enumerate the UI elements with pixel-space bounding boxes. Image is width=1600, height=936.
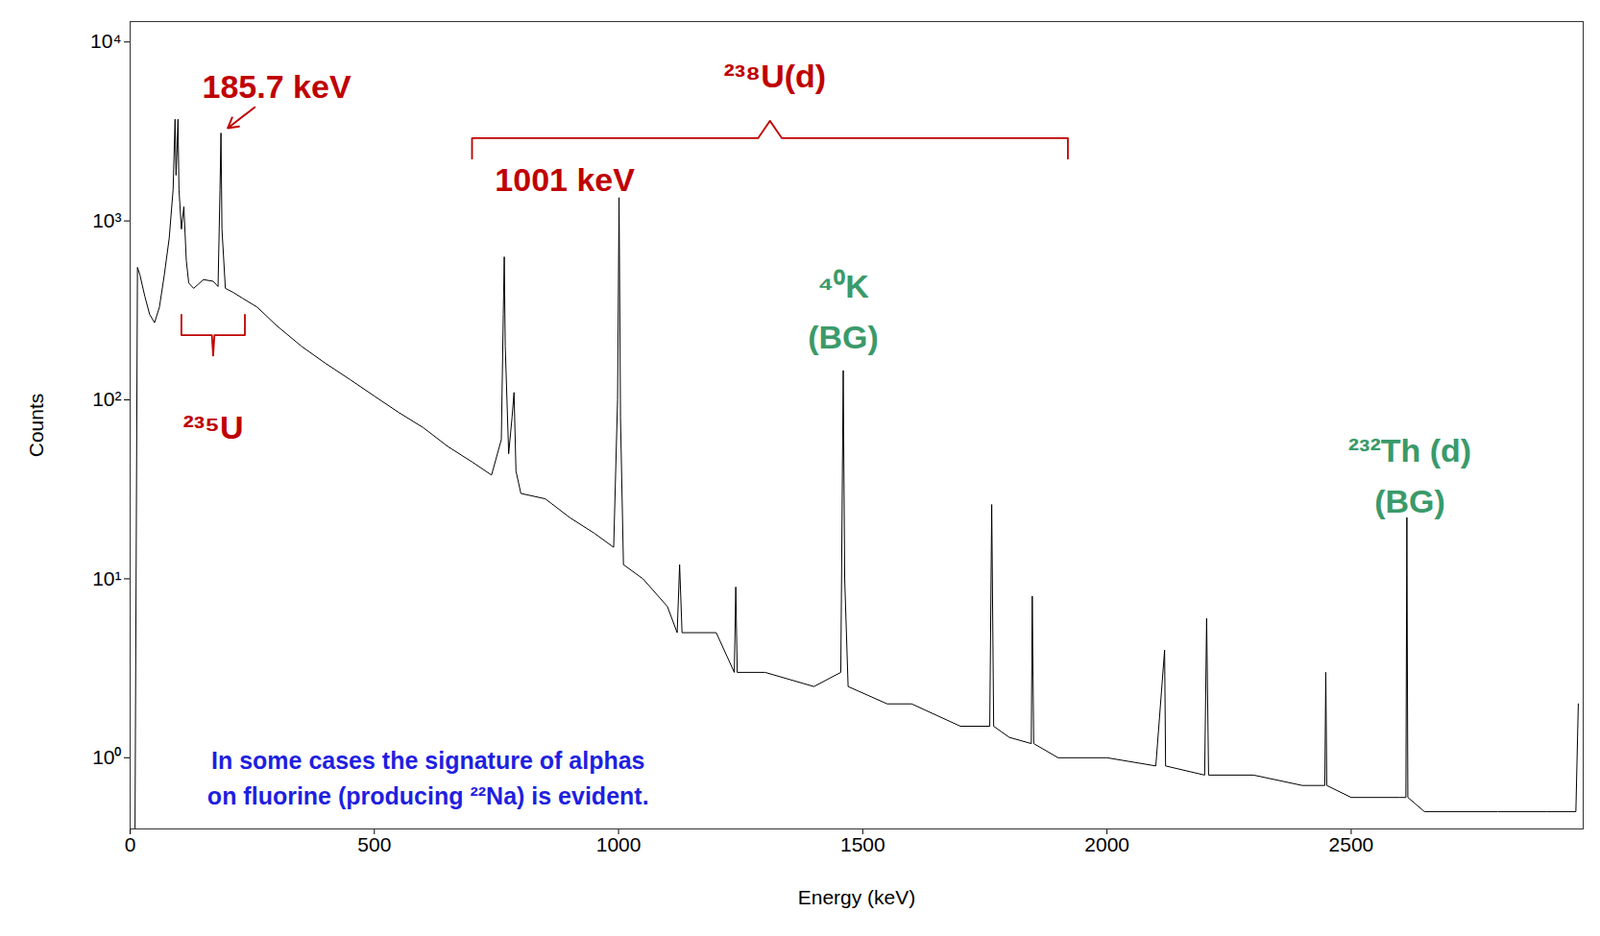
svg-text:²³⁵U: ²³⁵U <box>182 409 243 446</box>
svg-text:10¹: 10¹ <box>92 567 122 590</box>
svg-text:10⁴: 10⁴ <box>90 29 122 52</box>
svg-text:2500: 2500 <box>1329 833 1375 856</box>
svg-text:2000: 2000 <box>1084 833 1130 856</box>
svg-text:10²: 10² <box>92 387 122 411</box>
svg-text:²³⁸U(d): ²³⁸U(d) <box>723 57 826 95</box>
svg-text:1500: 1500 <box>840 833 886 856</box>
svg-text:Counts: Counts <box>24 393 48 459</box>
svg-text:0: 0 <box>124 833 137 856</box>
svg-text:10⁰: 10⁰ <box>92 746 122 769</box>
svg-text:10³: 10³ <box>92 209 122 232</box>
svg-text:500: 500 <box>357 833 391 856</box>
svg-text:In some cases the signature of: In some cases the signature of alphason … <box>207 747 650 811</box>
svg-text:²³²Th (d)(BG): ²³²Th (d)(BG) <box>1348 432 1472 520</box>
svg-text:Energy (keV): Energy (keV) <box>798 886 917 909</box>
svg-text:185.7 keV: 185.7 keV <box>202 68 352 105</box>
svg-text:1001 keV: 1001 keV <box>494 161 635 198</box>
svg-text:1000: 1000 <box>596 833 642 856</box>
svg-text:⁴⁰K(BG): ⁴⁰K(BG) <box>807 267 879 356</box>
